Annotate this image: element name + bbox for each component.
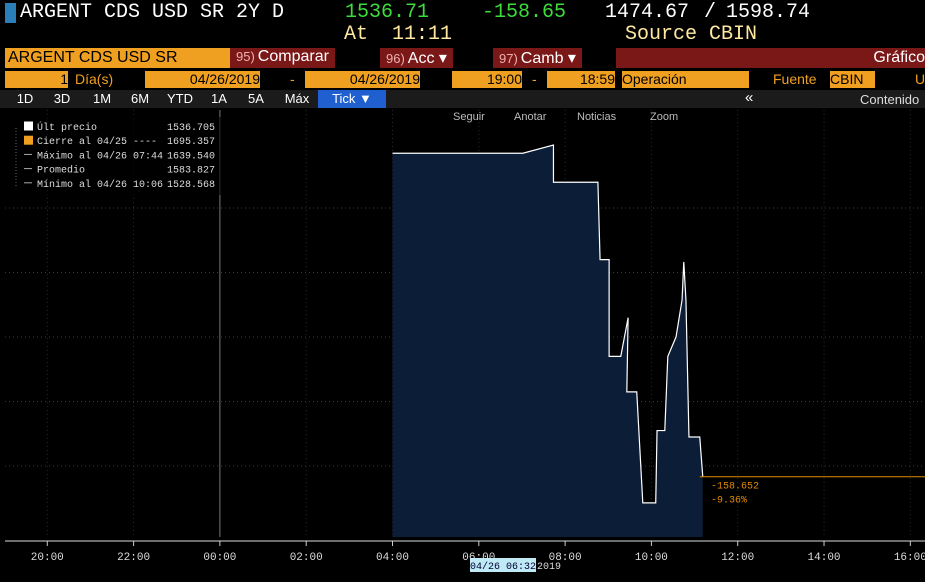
extra: U [915,71,925,87]
chart: 20:0022:0000:0002:0004:0006:0008:0010:00… [5,110,925,573]
menu-label: Comparar [257,48,329,65]
x-tick-label: 04:00 [376,552,409,564]
last-pct: -9.36% [711,496,747,507]
tab[interactable]: 5A [248,91,264,106]
menu-label: Acc ▾ [407,50,447,67]
tab[interactable]: 1D [16,91,34,106]
x-tick-label: 10:00 [635,552,668,564]
legend-value: 1639.540 [167,151,215,162]
tab[interactable]: Máx [284,91,310,106]
high: 1598.74 [726,1,811,24]
sep: / [704,1,717,24]
security[interactable]: ARGENT CDS USD SR [5,48,230,68]
cursor-label: 04/26 06:32 [470,561,536,573]
legend-label: Máximo al 04/26 07:44 [37,150,163,162]
menu-item[interactable]: 95) Comparar [230,48,335,68]
x-tick-label: 20:00 [31,552,64,564]
tool[interactable]: Anotar [514,111,547,123]
x-tick-label: 12:00 [721,552,754,564]
tab-bar [0,90,925,108]
legend-label: Últ precio [37,120,97,134]
x-tick-label: 00:00 [203,552,236,564]
ticker: ARGENT CDS USD SR 2Y D [20,1,285,24]
end-date[interactable]: 04/26/2019 [305,71,420,88]
change: -158.65 [482,1,567,24]
low: 1474.67 [605,1,690,24]
menu-key: 95) [236,49,255,64]
count[interactable]: 1 [5,71,68,88]
marker [5,3,16,23]
source-label: Fuente [773,71,817,87]
start-date[interactable]: 04/26/2019 [145,71,260,88]
area-fill [392,145,703,537]
menu-item[interactable]: 97) Camb ▾ [493,48,582,68]
title: Gráfico [873,49,925,66]
mode[interactable]: Operación [622,71,749,88]
tab[interactable]: 1A [211,91,227,106]
x-tick-label: 08:00 [549,552,582,564]
end-time[interactable]: 18:59 [547,71,615,88]
x-tick-label: 22:00 [117,552,150,564]
x-tick-label: 14:00 [808,552,841,564]
last-change: -158.652 [711,482,759,493]
dash: - [290,71,295,87]
menu-key: 97) [499,51,518,66]
menu-title: Gráfico [616,48,925,68]
price-line [392,144,704,504]
menu-key: 96) [386,51,405,66]
legend-value: 1528.568 [167,180,215,191]
contents[interactable]: Contenido [860,92,920,107]
menu-item[interactable]: 96) Acc ▾ [380,48,453,68]
legend-value: 1583.827 [167,166,215,177]
legend-label: Mínimo al 04/26 10:06 [37,179,163,191]
time-label: At [344,23,369,46]
legend-swatch [24,135,33,145]
tab[interactable]: Tick ▼ [318,90,386,108]
tab[interactable]: 3D [53,91,71,106]
legend-bg [10,117,222,195]
cursor-year: 2019 [537,562,561,573]
legend-value: 1536.705 [167,123,215,134]
range-bar: 1 Día(s) 04/26/2019 - 04/26/2019 19:00 -… [5,71,925,88]
tab[interactable]: YTD [167,91,193,106]
tab[interactable]: 1M [92,91,112,106]
source: Source CBIN [625,23,758,46]
dash2: - [532,71,537,87]
menu-label: Camb ▾ [520,50,576,67]
tool[interactable]: Seguir [453,111,485,123]
legend-label: Cierre al 04/25 ---- [37,136,157,148]
cursor-bg [470,558,536,572]
legend-swatch [24,121,33,131]
last: 1536.71 [345,1,430,24]
x-tick-label: 16:00 [894,552,925,564]
tab[interactable]: 6M [130,91,150,106]
start-time[interactable]: 19:00 [452,71,522,88]
unit: Día(s) [75,71,114,87]
time: 11:11 [392,23,453,46]
legend-label: Promedio [37,165,85,177]
legend-value: 1695.357 [167,137,215,148]
tool[interactable]: Zoom [650,111,679,123]
x-tick-label: 02:00 [290,552,323,564]
source-field[interactable]: CBIN [830,71,875,88]
collapse[interactable]: « [745,89,754,106]
tool[interactable]: Noticias [577,111,617,123]
